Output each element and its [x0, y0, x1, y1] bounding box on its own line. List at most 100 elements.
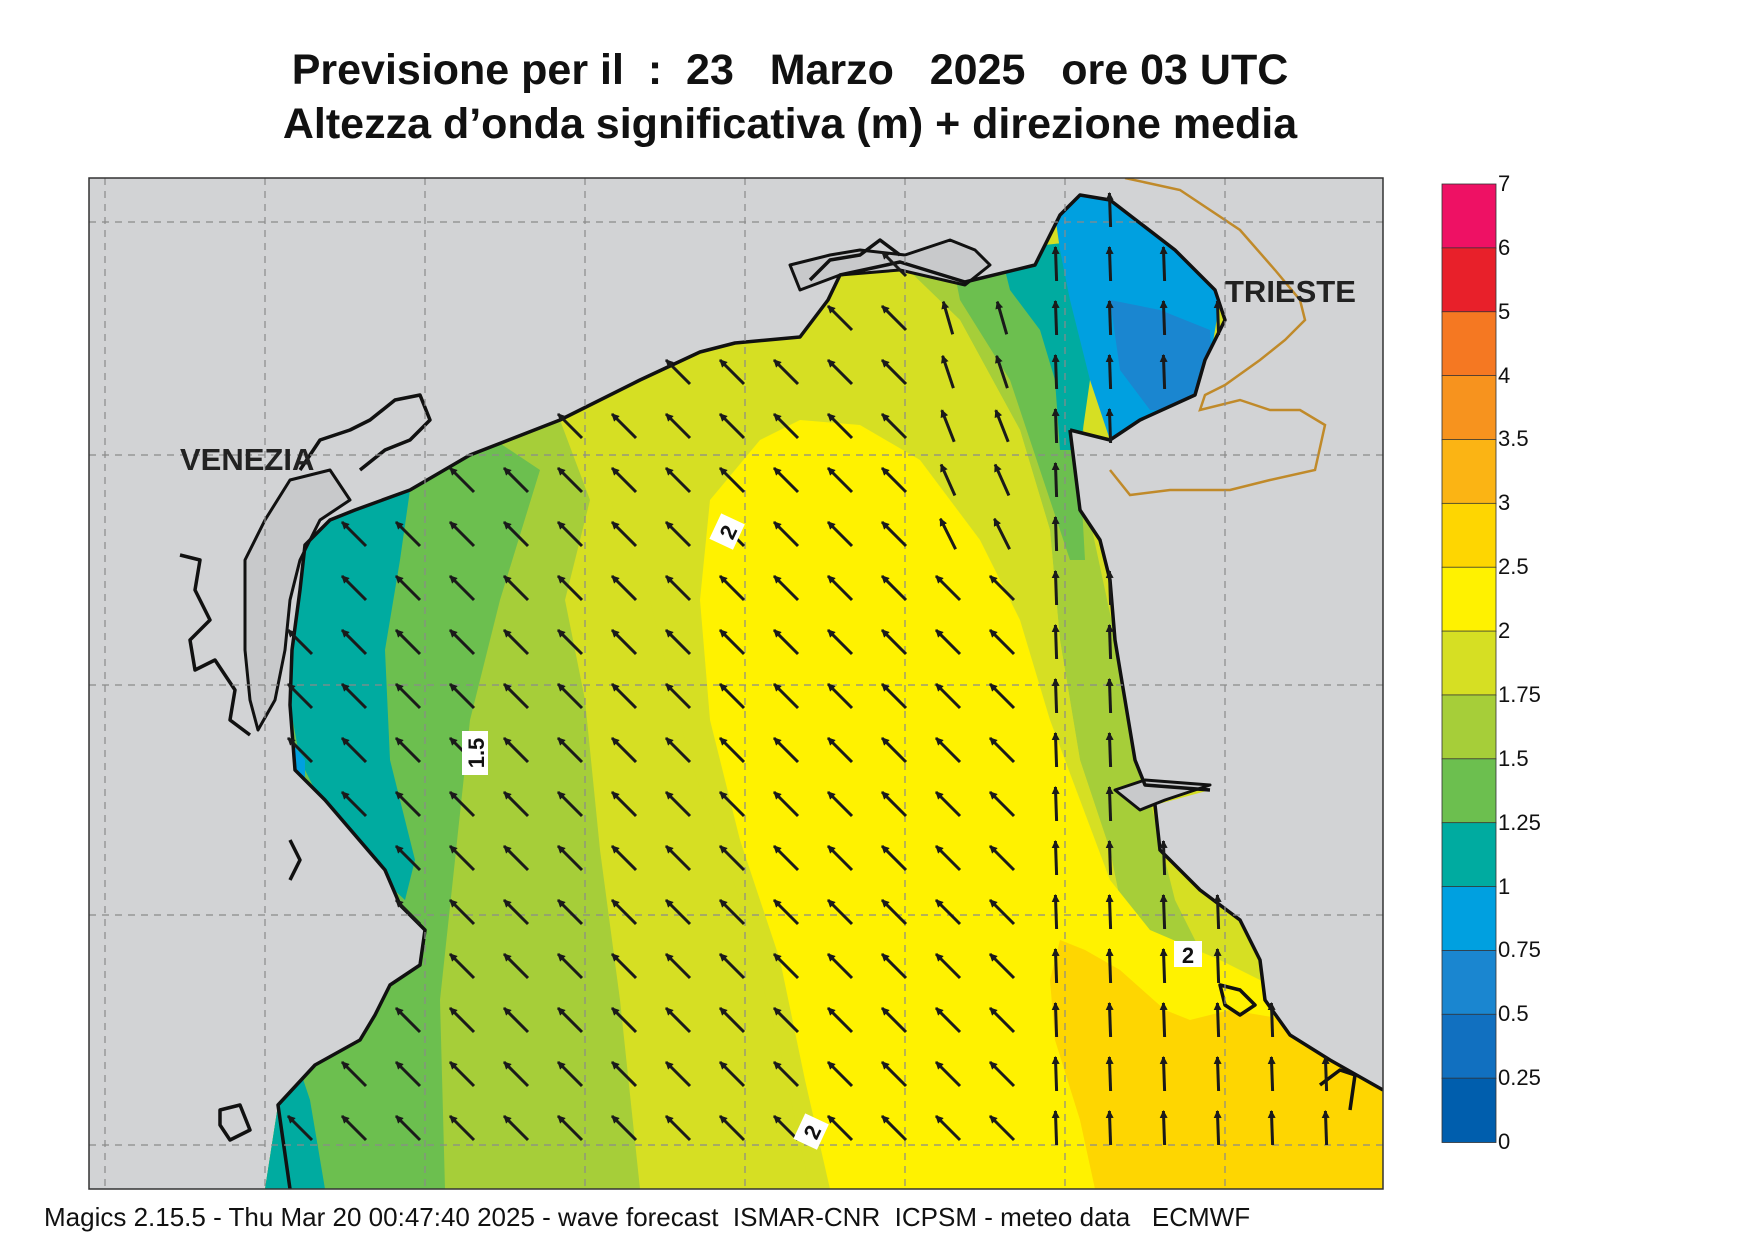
wave-direction-arrow: [934, 952, 962, 980]
wave-direction-arrow: [556, 520, 584, 548]
wave-direction-arrow: [1051, 462, 1060, 498]
wave-direction-arrow: [988, 1060, 1016, 1088]
wave-direction-arrow: [772, 412, 800, 440]
wave-direction-arrow: [826, 304, 854, 332]
wave-direction-arrow: [340, 736, 368, 764]
wave-direction-arrow: [880, 358, 908, 386]
wave-direction-arrow: [610, 1060, 638, 1088]
wave-direction-arrow: [448, 628, 476, 656]
colorbar-tick-label: 0.5: [1498, 1001, 1529, 1027]
wave-direction-arrow: [880, 898, 908, 926]
wave-direction-arrow: [394, 736, 422, 764]
wave-direction-arrow: [1213, 1056, 1222, 1092]
colorbar-tick-label: 4: [1498, 362, 1511, 388]
wave-direction-arrow: [1051, 678, 1060, 714]
wave-direction-arrow: [664, 952, 692, 980]
wave-direction-arrow: [718, 844, 746, 872]
wave-direction-arrow: [941, 354, 955, 389]
wave-direction-arrow: [610, 736, 638, 764]
wave-direction-arrow: [1105, 300, 1114, 336]
wave-direction-arrow: [880, 1060, 908, 1088]
wave-direction-arrow: [718, 358, 746, 386]
wave-direction-arrow: [1159, 1056, 1168, 1092]
map-title: Previsione per il : 23 Marzo 2025 ore 03…: [291, 46, 1289, 94]
wave-direction-arrow: [880, 628, 908, 656]
colorbar-tick-label: 1.75: [1498, 681, 1541, 707]
contour-label-box: [709, 513, 745, 550]
wave-direction-arrow: [826, 736, 854, 764]
wave-direction-arrow: [993, 463, 1011, 497]
wave-direction-arrow: [1051, 624, 1060, 660]
colorbar-tick-label: 3.5: [1498, 426, 1529, 452]
wave-direction-arrow: [448, 1114, 476, 1142]
map-plot-area: 2 1.5 2 2 VENEZIA TRIESTE: [89, 178, 1383, 1189]
wave-direction-arrow: [610, 520, 638, 548]
wave-direction-arrow: [988, 574, 1016, 602]
wave-direction-arrow: [941, 300, 955, 335]
wave-direction-arrow: [939, 517, 957, 550]
colorbar-swatch: [1441, 630, 1497, 696]
wave-direction-arrow: [556, 898, 584, 926]
wave-direction-arrow: [826, 412, 854, 440]
colorbar-tick-label: 0.75: [1498, 937, 1541, 963]
wave-direction-arrow: [772, 1006, 800, 1034]
colorbar-tick-label: 7: [1498, 171, 1511, 196]
wave-direction-arrow: [993, 517, 1011, 550]
wave-direction-arrow: [610, 790, 638, 818]
wave-direction-arrow: [556, 1114, 584, 1142]
wave-direction-arrow: [502, 466, 530, 494]
wave-direction-arrow: [988, 952, 1016, 980]
wave-direction-arrow: [880, 736, 908, 764]
colorbar-swatch: [1441, 439, 1497, 505]
wave-direction-arrow: [1159, 1002, 1168, 1038]
wave-direction-arrow: [1051, 570, 1060, 606]
colorbar-tick-label: 2: [1498, 618, 1511, 644]
wave-direction-arrow: [826, 466, 854, 494]
wave-direction-arrow: [502, 952, 530, 980]
wave-direction-arrow: [664, 790, 692, 818]
wave-direction-arrow: [934, 790, 962, 818]
colorbar-tick-label: 1.25: [1498, 809, 1541, 835]
wave-direction-arrow: [1051, 840, 1060, 876]
wave-direction-arrow: [502, 844, 530, 872]
wave-direction-arrow: [1321, 1110, 1330, 1146]
wave-direction-arrow: [502, 1006, 530, 1034]
wave-direction-arrow: [826, 844, 854, 872]
colorbar-swatch: [1441, 311, 1497, 377]
colorbar-swatch: [1441, 375, 1497, 441]
wave-direction-arrow: [1267, 1110, 1276, 1146]
wave-direction-arrow: [880, 952, 908, 980]
colorbar-tick-label: 0: [1498, 1129, 1511, 1154]
wave-direction-arrow: [664, 1060, 692, 1088]
wave-direction-arrow: [502, 898, 530, 926]
colorbar-swatch: [1441, 950, 1497, 1016]
colorbar-swatch: [1441, 247, 1497, 313]
wave-direction-arrow: [1051, 1002, 1060, 1038]
contour-label-box: [462, 731, 488, 775]
colorbar-swatch: [1441, 886, 1497, 952]
contour-labels: 2 1.5 2 2: [462, 513, 1202, 1150]
wave-direction-arrow: [988, 1006, 1016, 1034]
wave-direction-arrow: [610, 682, 638, 710]
wave-direction-arrow: [1105, 192, 1114, 228]
colorbar-swatch: [1441, 1013, 1497, 1080]
wave-direction-arrow: [664, 1006, 692, 1034]
wave-direction-arrow: [448, 520, 476, 548]
wave-direction-arrow: [1105, 1002, 1114, 1038]
wave-direction-arrow: [718, 412, 746, 440]
colorbar-tick-label: 0.25: [1498, 1065, 1541, 1091]
wave-direction-arrow: [826, 952, 854, 980]
wave-direction-arrow: [610, 1006, 638, 1034]
wave-direction-arrow: [826, 520, 854, 548]
national-border: [1109, 178, 1327, 497]
wave-direction-arrow: [718, 466, 746, 494]
colorbar-swatch: [1441, 694, 1497, 760]
footer-credits: Magics 2.15.5 - Thu Mar 20 00:47:40 2025…: [44, 1202, 1251, 1232]
wave-direction-arrow: [556, 736, 584, 764]
wave-direction-arrow: [448, 790, 476, 818]
colorbar-swatch: [1441, 1077, 1497, 1143]
wave-direction-arrow: [718, 952, 746, 980]
colorbar-tick-label: 5: [1498, 298, 1511, 324]
wave-direction-arrow: [880, 790, 908, 818]
wave-direction-arrow: [664, 466, 692, 494]
